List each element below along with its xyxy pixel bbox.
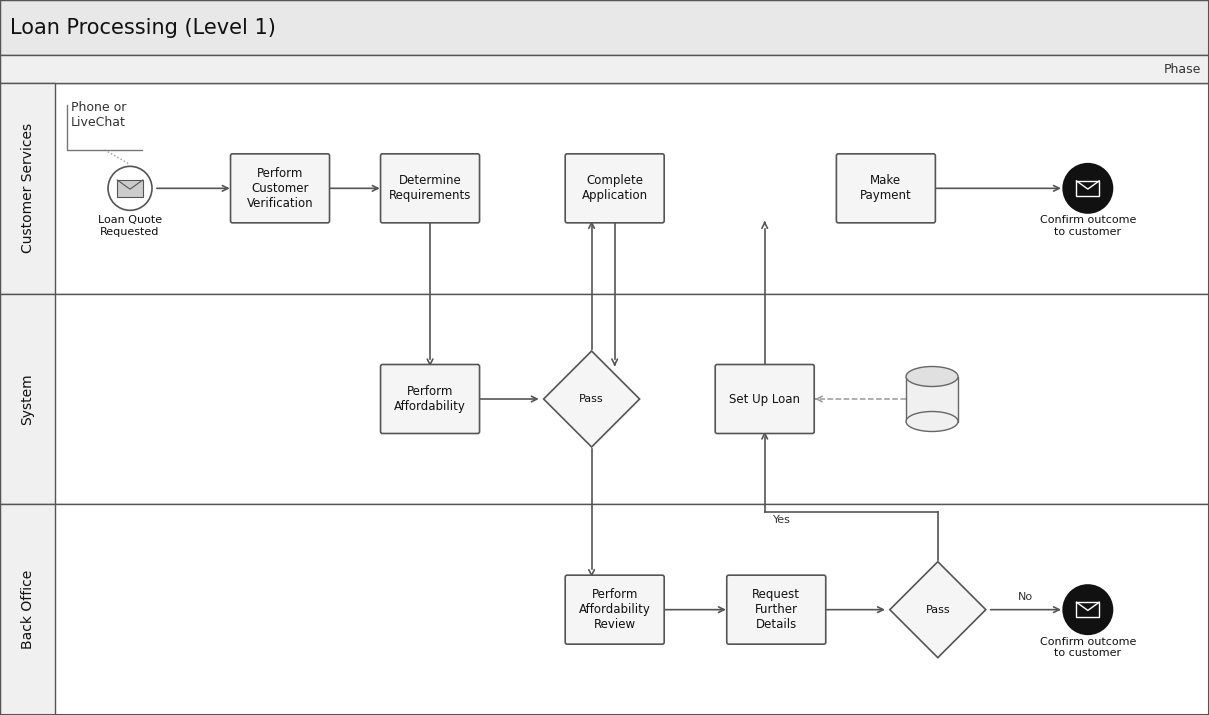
Text: Yes: Yes	[773, 516, 791, 526]
Text: Complete
Application: Complete Application	[582, 174, 648, 202]
FancyBboxPatch shape	[381, 154, 480, 223]
Bar	[0, 83, 54, 294]
Text: Loan Processing (Level 1): Loan Processing (Level 1)	[10, 17, 276, 37]
Text: System: System	[21, 373, 35, 425]
Text: Customer Services: Customer Services	[21, 123, 35, 253]
Text: Loan Quote
Requested: Loan Quote Requested	[98, 215, 162, 237]
FancyBboxPatch shape	[837, 154, 936, 223]
Circle shape	[1072, 173, 1103, 203]
Ellipse shape	[906, 412, 958, 431]
Polygon shape	[890, 562, 985, 658]
FancyBboxPatch shape	[716, 365, 814, 433]
FancyBboxPatch shape	[727, 575, 826, 644]
Text: Confirm outcome
to customer: Confirm outcome to customer	[1040, 636, 1136, 659]
Polygon shape	[544, 351, 640, 447]
Text: Back Office: Back Office	[21, 570, 35, 649]
Circle shape	[108, 167, 152, 210]
Bar	[0, 294, 54, 504]
Text: Pass: Pass	[926, 605, 950, 615]
Circle shape	[1072, 595, 1103, 625]
Text: Phase: Phase	[1163, 62, 1201, 76]
Bar	[117, 180, 143, 197]
Text: Make
Payment: Make Payment	[860, 174, 912, 202]
Text: No: No	[1018, 592, 1034, 601]
Text: Confirm outcome
to customer: Confirm outcome to customer	[1040, 215, 1136, 237]
Circle shape	[1066, 588, 1110, 631]
Bar	[906, 377, 958, 422]
Text: Perform
Customer
Verification: Perform Customer Verification	[247, 167, 313, 209]
Bar	[0, 83, 1209, 294]
Bar	[0, 294, 1209, 504]
FancyBboxPatch shape	[231, 154, 330, 223]
Bar	[0, 504, 54, 715]
Text: Set Up Loan: Set Up Loan	[729, 393, 800, 405]
Text: Perform
Affordability
Review: Perform Affordability Review	[579, 588, 650, 631]
Text: Request
Further
Details: Request Further Details	[752, 588, 800, 631]
Bar	[0, 0, 1209, 55]
FancyBboxPatch shape	[565, 575, 664, 644]
FancyBboxPatch shape	[565, 154, 664, 223]
Text: Phone or
LiveChat: Phone or LiveChat	[71, 101, 127, 129]
Text: Determine
Requirements: Determine Requirements	[389, 174, 472, 202]
Text: Pass: Pass	[579, 394, 604, 404]
Bar	[1076, 602, 1099, 617]
Ellipse shape	[906, 367, 958, 387]
Bar	[1076, 181, 1099, 196]
Bar	[0, 504, 1209, 715]
Bar	[0, 55, 1209, 83]
Circle shape	[1066, 167, 1110, 210]
Text: Perform
Affordability: Perform Affordability	[394, 385, 465, 413]
FancyBboxPatch shape	[381, 365, 480, 433]
